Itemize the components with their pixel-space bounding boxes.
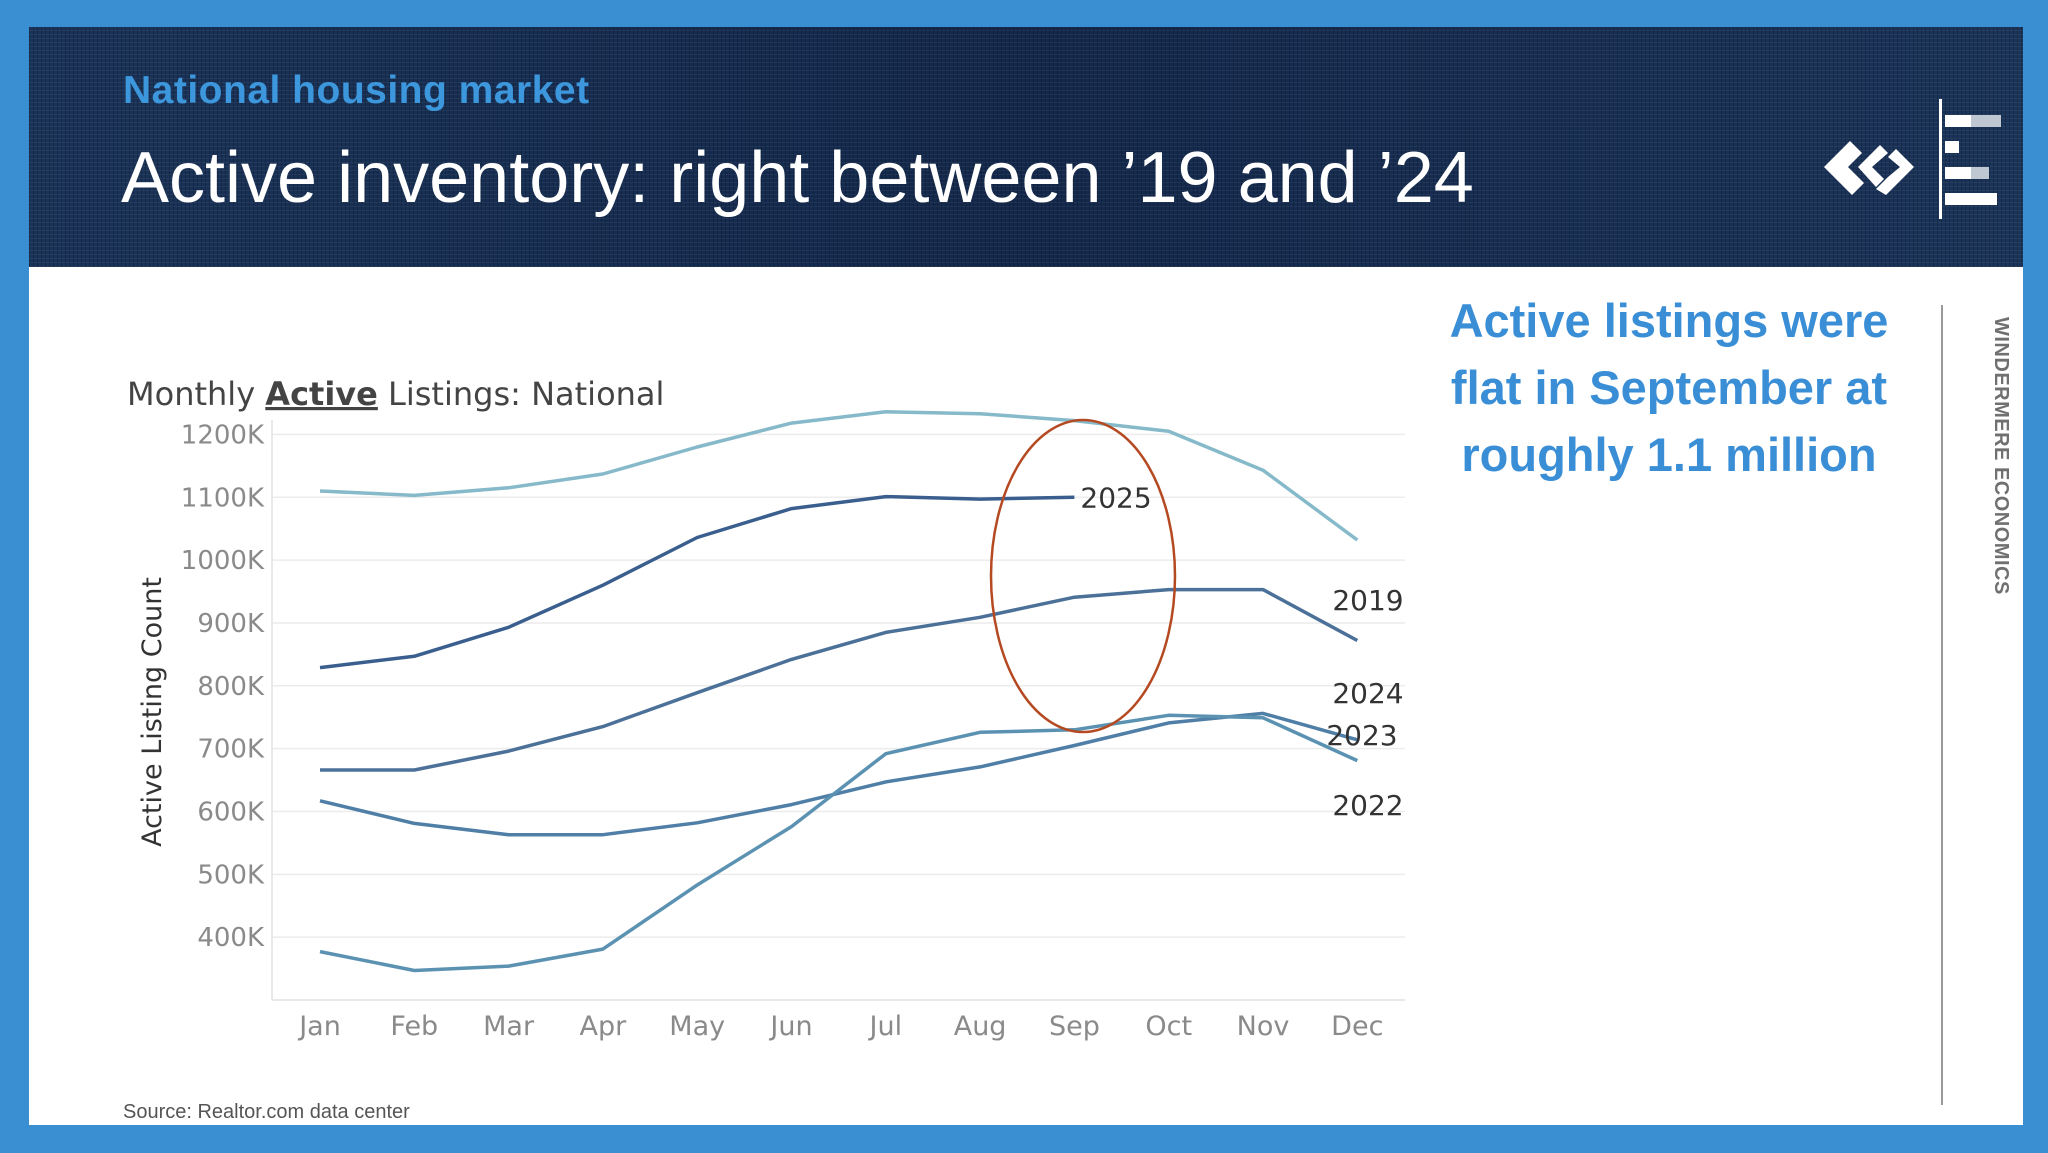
slide: National housing market Active inventory… <box>29 27 2023 1125</box>
series-label-2019: 2019 <box>1332 584 1403 617</box>
series-label-2022: 2022 <box>1332 789 1403 822</box>
side-label: WINDERMERE ECONOMICS <box>1990 317 2012 595</box>
series-label-2024: 2024 <box>1332 677 1403 710</box>
series-line-2019 <box>319 410 1359 542</box>
y-tick-label: 1000K <box>181 546 265 576</box>
x-tick-label: May <box>669 1011 725 1042</box>
header-banner: National housing market Active inventory… <box>29 27 2023 267</box>
y-tick-label: 900K <box>197 609 265 639</box>
windermere-logo-icon <box>1824 141 1914 195</box>
series-label-2023: 2023 <box>1326 719 1397 752</box>
y-tick-label: 400K <box>197 923 265 953</box>
x-tick-label: Jun <box>768 1011 812 1042</box>
series-label-2025: 2025 <box>1080 481 1151 514</box>
y-tick-label: 700K <box>197 735 265 765</box>
source-note: Source: Realtor.com data center <box>123 1101 410 1123</box>
y-tick-label: 600K <box>197 797 265 827</box>
callout-text: Active listings were flat in September a… <box>1449 294 1889 481</box>
x-tick-label: Jan <box>297 1011 341 1042</box>
x-tick-label: Dec <box>1331 1011 1383 1042</box>
y-tick-label: 500K <box>197 860 265 890</box>
x-tick-label: Sep <box>1049 1011 1100 1042</box>
economics-logo-icon <box>1939 99 2001 219</box>
y-tick-label: 800K <box>197 672 265 702</box>
x-tick-label: Oct <box>1145 1011 1192 1042</box>
x-tick-label: Nov <box>1237 1011 1290 1042</box>
section-kicker: National housing market <box>123 69 590 112</box>
x-tick-label: Apr <box>580 1011 628 1042</box>
y-tick-label: 1100K <box>181 483 265 513</box>
x-tick-label: Mar <box>483 1011 535 1042</box>
divider-line <box>1941 305 1943 1105</box>
series-line-2023 <box>319 711 1358 837</box>
y-tick-label: 1200K <box>181 420 265 450</box>
slide-title: Active inventory: right between ’19 and … <box>121 138 1474 218</box>
chart-title: Monthly Active Listings: National <box>127 375 664 413</box>
series-line-2025 <box>319 494 1075 670</box>
x-tick-label: Aug <box>954 1011 1007 1042</box>
x-tick-label: Feb <box>390 1011 438 1042</box>
x-tick-label: Jul <box>868 1011 903 1042</box>
y-axis-title: Active Listing Count <box>137 577 168 847</box>
series-line-2024 <box>320 587 1359 772</box>
series-line-2022 <box>319 713 1359 973</box>
highlight-ellipse <box>989 418 1177 734</box>
